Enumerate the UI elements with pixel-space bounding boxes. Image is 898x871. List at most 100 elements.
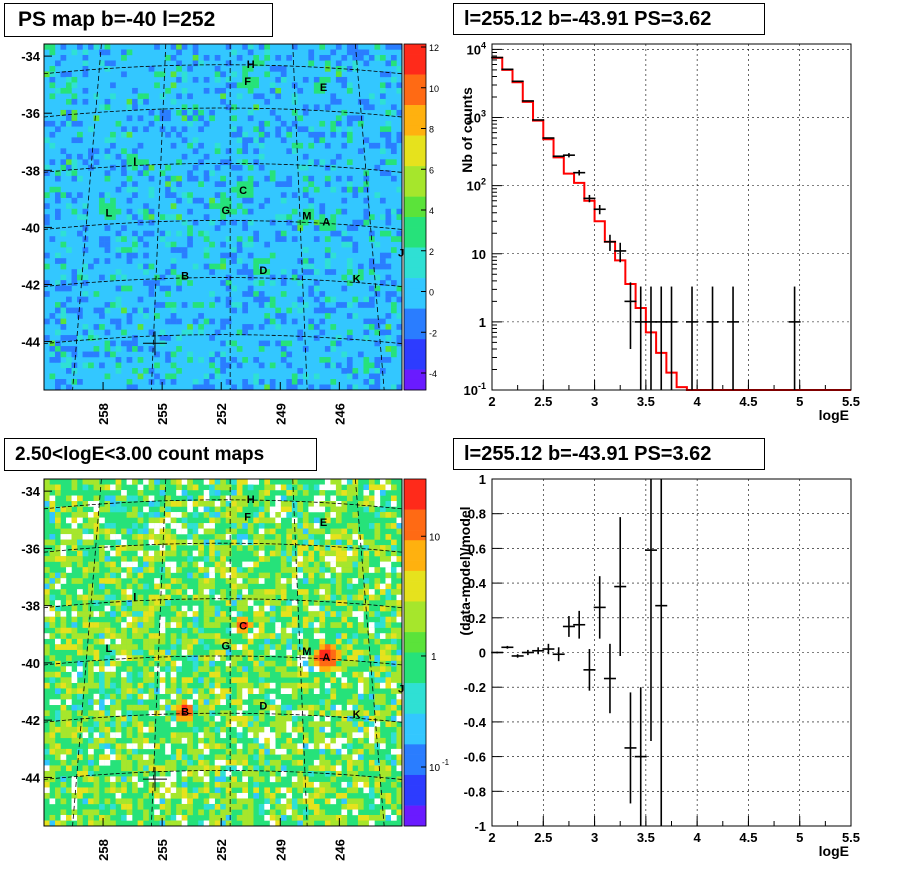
map-pixel bbox=[44, 484, 50, 491]
map-pixel bbox=[291, 583, 298, 590]
map-pixel bbox=[170, 203, 177, 209]
map-pixel bbox=[352, 726, 359, 733]
map-pixel bbox=[55, 688, 61, 695]
map-pixel bbox=[220, 699, 226, 706]
x-tick-label: 246 bbox=[332, 403, 347, 425]
map-pixel bbox=[225, 721, 232, 728]
map-pixel bbox=[319, 589, 326, 595]
residual-y-tick-label: 0.2 bbox=[468, 611, 486, 626]
map-pixel bbox=[214, 54, 221, 61]
map-pixel bbox=[154, 655, 160, 661]
map-pixel bbox=[253, 611, 259, 617]
map-pixel bbox=[346, 181, 353, 187]
map-pixel bbox=[93, 567, 100, 573]
map-pixel bbox=[346, 660, 353, 667]
map-pixel bbox=[181, 126, 188, 133]
map-pixel bbox=[269, 721, 276, 728]
map-pixel bbox=[308, 682, 315, 689]
map-pixel bbox=[291, 776, 298, 783]
map-pixel bbox=[66, 164, 72, 171]
map-pixel bbox=[352, 373, 359, 380]
map-pixel bbox=[170, 605, 177, 612]
map-pixel bbox=[77, 693, 83, 700]
map-pixel bbox=[247, 44, 254, 50]
map-pixel bbox=[209, 589, 215, 595]
map-pixel bbox=[49, 616, 56, 623]
map-pixel bbox=[297, 649, 304, 656]
map-pixel bbox=[231, 737, 237, 744]
map-pixel bbox=[49, 748, 56, 755]
map-pixel bbox=[181, 677, 188, 683]
map-pixel bbox=[60, 781, 67, 788]
map-pixel bbox=[390, 803, 397, 810]
map-pixel bbox=[88, 561, 94, 568]
map-pixel bbox=[324, 539, 331, 546]
map-pixel bbox=[247, 600, 254, 606]
map-pixel bbox=[170, 318, 177, 325]
map-pixel bbox=[99, 241, 105, 248]
map-pixel bbox=[170, 677, 177, 683]
colorbar-segment bbox=[404, 155, 426, 167]
map-pixel bbox=[247, 561, 254, 568]
map-pixel bbox=[203, 726, 210, 733]
map-pixel bbox=[220, 159, 226, 166]
map-pixel bbox=[44, 622, 50, 628]
map-pixel bbox=[110, 82, 116, 89]
map-pixel bbox=[121, 49, 127, 56]
map-pixel bbox=[44, 252, 50, 259]
map-pixel bbox=[159, 633, 166, 639]
map-pixel bbox=[214, 671, 221, 678]
map-pixel bbox=[313, 335, 320, 341]
map-pixel bbox=[352, 241, 359, 248]
map-pixel bbox=[99, 528, 105, 535]
map-pixel bbox=[236, 131, 243, 138]
map-pixel bbox=[253, 792, 259, 799]
map-pixel bbox=[104, 44, 111, 50]
map-pixel bbox=[220, 616, 226, 623]
map-pixel bbox=[368, 787, 375, 794]
map-pixel bbox=[231, 512, 237, 518]
map-pixel bbox=[60, 302, 67, 308]
map-pixel bbox=[280, 291, 287, 297]
map-pixel bbox=[225, 104, 232, 111]
map-pixel bbox=[49, 82, 56, 89]
map-pixel bbox=[258, 732, 265, 739]
map-pixel bbox=[302, 600, 309, 606]
map-pixel bbox=[203, 787, 210, 794]
map-pixel bbox=[379, 329, 386, 336]
map-pixel bbox=[126, 600, 133, 606]
map-pixel bbox=[192, 704, 199, 711]
map-pixel bbox=[242, 715, 248, 722]
map-pixel bbox=[297, 781, 304, 788]
map-pixel bbox=[66, 748, 72, 755]
map-pixel bbox=[82, 98, 89, 105]
map-pixel bbox=[236, 715, 243, 722]
map-pixel bbox=[132, 776, 138, 783]
map-pixel bbox=[209, 605, 215, 612]
map-pixel bbox=[71, 776, 78, 783]
map-pixel bbox=[313, 809, 320, 816]
map-pixel bbox=[55, 523, 61, 529]
map-pixel bbox=[148, 600, 155, 606]
map-pixel bbox=[363, 104, 370, 111]
map-pixel bbox=[363, 335, 370, 341]
map-pixel bbox=[132, 479, 138, 485]
map-pixel bbox=[258, 258, 265, 264]
map-pixel bbox=[159, 490, 166, 496]
map-pixel bbox=[264, 743, 271, 750]
map-pixel bbox=[280, 192, 287, 198]
map-pixel bbox=[55, 175, 61, 182]
map-pixel bbox=[286, 214, 293, 220]
map-pixel bbox=[66, 638, 72, 645]
map-pixel bbox=[126, 638, 133, 645]
map-pixel bbox=[115, 506, 122, 513]
map-pixel bbox=[286, 539, 293, 546]
map-pixel bbox=[324, 655, 331, 661]
map-pixel bbox=[214, 616, 221, 623]
map-pixel bbox=[225, 792, 232, 799]
map-pixel bbox=[264, 175, 271, 182]
map-pixel bbox=[308, 578, 315, 584]
map-pixel bbox=[214, 726, 221, 733]
x-tick-label: 249 bbox=[273, 403, 288, 425]
map-pixel bbox=[253, 594, 259, 601]
